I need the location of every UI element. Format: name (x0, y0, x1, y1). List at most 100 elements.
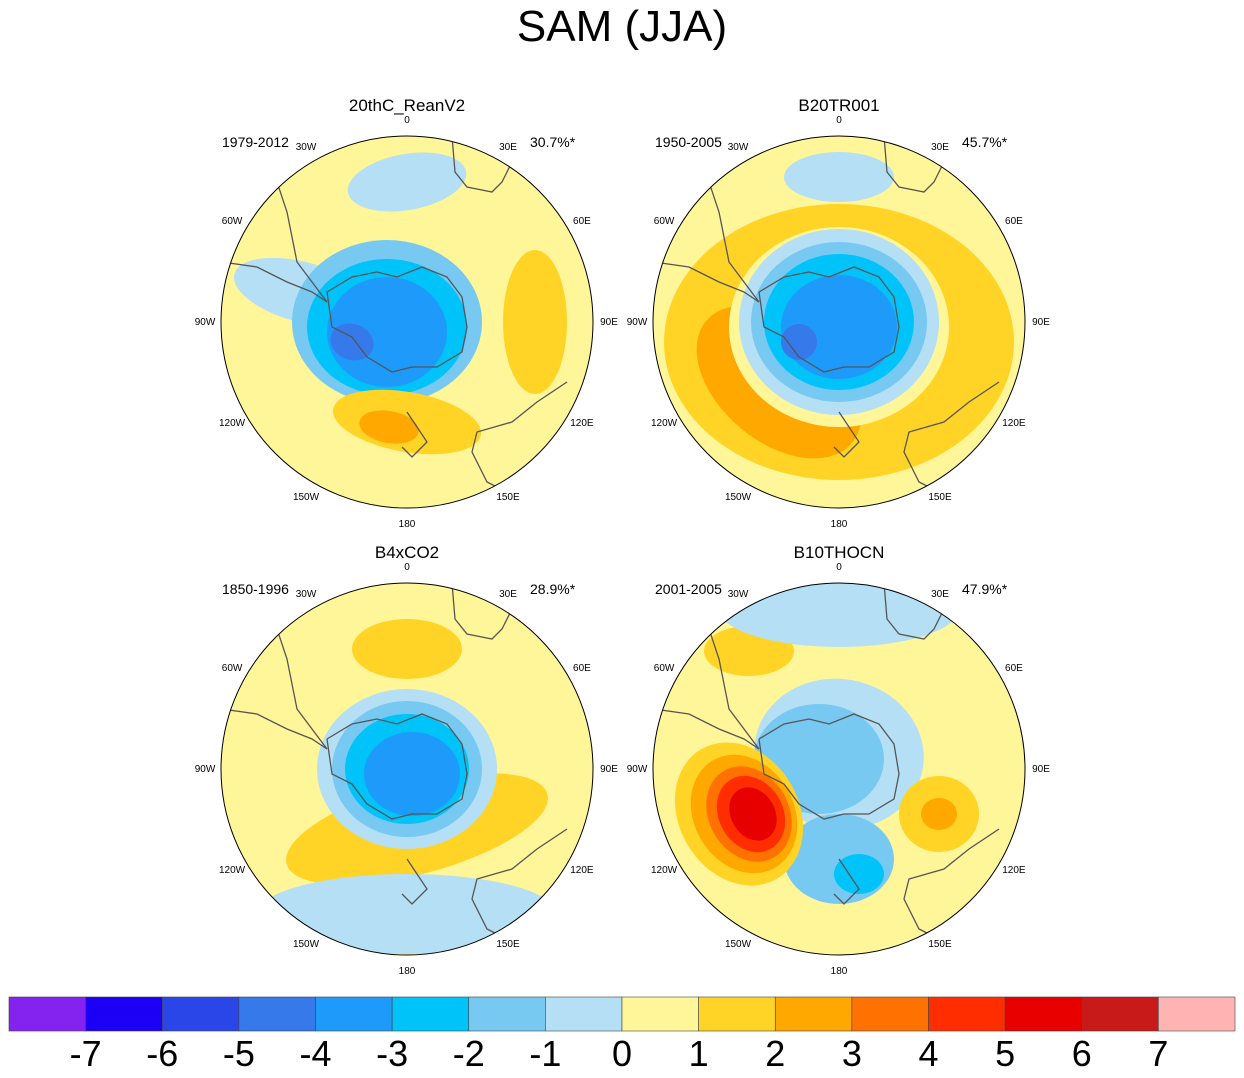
coastline (221, 146, 328, 303)
coastline (883, 136, 945, 193)
longitude-label: 150E (928, 939, 952, 950)
colorbar-swatch (545, 996, 623, 1032)
colorbar-swatch (238, 996, 316, 1032)
map-boundary (652, 135, 1026, 509)
longitude-label: 90E (1032, 317, 1050, 328)
colorbar-tick-label: -6 (146, 1033, 179, 1074)
colorbar-tick-label: 4 (918, 1033, 939, 1074)
longitude-label: 30W (728, 589, 749, 600)
contour-region (834, 854, 884, 894)
colorbar-swatch (468, 996, 546, 1032)
colorbar-tick-label: 2 (765, 1033, 786, 1074)
coastline-antarctica (758, 266, 900, 373)
polar-panel-4: 0 30E 60E 90E 120E 150E 180 150W 120W 90W 60W 30W (627, 562, 1051, 977)
longitude-label: 120W (219, 418, 246, 429)
contour-region (503, 250, 567, 394)
colorbar-tick-label: -2 (452, 1033, 485, 1074)
longitude-label: 90W (195, 764, 216, 775)
longitude-label: 180 (399, 966, 416, 977)
panel-period-2: 1950-2005 (655, 134, 722, 150)
coastline (471, 828, 568, 945)
longitude-label: 60W (654, 663, 675, 674)
colorbar-tick-label: -3 (376, 1033, 409, 1074)
panel-title-4: B10THOCN (793, 543, 885, 562)
polar-panel-3: 0 30E 60E 90E 120E 150E 180 150W 120W 90W 60W 30W (195, 562, 619, 977)
longitude-label: 30E (931, 589, 949, 600)
longitude-label: 90W (195, 317, 216, 328)
colorbar-swatch (851, 996, 929, 1032)
longitude-label: 30W (728, 142, 749, 153)
longitude-label: 150W (725, 492, 752, 503)
coastline (653, 593, 760, 750)
longitude-label: 150E (928, 492, 952, 503)
map-boundary (220, 582, 594, 956)
coastline (903, 381, 1000, 498)
longitude-label: 0 (404, 562, 410, 573)
contour-region (257, 874, 557, 954)
colorbar-swatch (1158, 996, 1236, 1032)
coastline (653, 146, 760, 303)
longitude-label: 120E (570, 865, 594, 876)
contour-region (921, 798, 957, 830)
colorbar-swatch (928, 996, 1006, 1032)
coastline (471, 381, 568, 498)
longitude-label: 30E (931, 142, 949, 153)
coastline (833, 858, 860, 905)
colorbar-swatch (8, 996, 86, 1032)
longitude-label: 60E (573, 216, 591, 227)
colorbar-tick-label: 0 (611, 1033, 633, 1074)
longitude-label: 120E (1002, 865, 1026, 876)
longitude-label: 0 (836, 115, 842, 126)
contour-region (364, 732, 460, 816)
longitude-label: 30E (499, 142, 517, 153)
longitude-label: 150W (293, 492, 320, 503)
longitude-label: 150W (725, 939, 752, 950)
longitude-label: 90W (627, 317, 648, 328)
colorbar-tick-label: 7 (1148, 1033, 1169, 1074)
coastline-antarctica (326, 266, 468, 373)
longitude-label: 150W (293, 939, 320, 950)
longitude-label: 0 (836, 562, 842, 573)
longitude-label: 30W (296, 589, 317, 600)
polar-panel-1: 0 30E 60E 90E 120E 150E 180 150W 120W 90W 60W 30W (195, 115, 619, 530)
longitude-label: 90E (600, 317, 618, 328)
panel-variance-2: 45.7%* (962, 134, 1008, 150)
contour-region (781, 324, 817, 360)
colorbar-swatch (85, 996, 163, 1032)
longitude-label: 60E (1005, 663, 1023, 674)
longitude-label: 120W (219, 865, 246, 876)
colorbar-tick-label: -4 (299, 1033, 332, 1074)
panel-period-4: 2001-2005 (655, 581, 722, 597)
longitude-label: 90E (1032, 764, 1050, 775)
colorbar-tick-label: 6 (1071, 1033, 1092, 1074)
contour-region (719, 583, 959, 647)
coastline (401, 411, 428, 458)
colorbar-swatch (1081, 996, 1159, 1032)
longitude-label: 150E (496, 939, 520, 950)
polar-panel-2: 0 30E 60E 90E 120E 150E 180 150W 120W 90W 60W 30W (627, 115, 1051, 530)
colorbar-tick-label: -5 (222, 1033, 255, 1074)
longitude-label: 60W (222, 216, 243, 227)
contour-region (729, 787, 777, 841)
map-boundary (220, 135, 594, 509)
contour-region (784, 152, 894, 202)
coastline (221, 593, 328, 750)
longitude-label: 150E (496, 492, 520, 503)
longitude-label: 60W (654, 216, 675, 227)
coastline (903, 828, 1000, 945)
panel-variance-1: 30.7%* (530, 134, 576, 150)
main-title: SAM (JJA) (516, 2, 728, 51)
coastline (833, 411, 860, 458)
longitude-label: 30E (499, 589, 517, 600)
colorbar-swatch (161, 996, 240, 1032)
colorbar-swatch (621, 996, 699, 1032)
panel-variance-3: 28.9%* (530, 581, 576, 597)
longitude-label: 90E (600, 764, 618, 775)
colorbar-swatch (698, 996, 776, 1032)
colorbar-swatch (315, 996, 393, 1032)
longitude-label: 60E (1005, 216, 1023, 227)
panel-variance-4: 47.9%* (962, 581, 1008, 597)
colorbar-swatch (774, 996, 853, 1032)
longitude-label: 120E (1002, 418, 1026, 429)
